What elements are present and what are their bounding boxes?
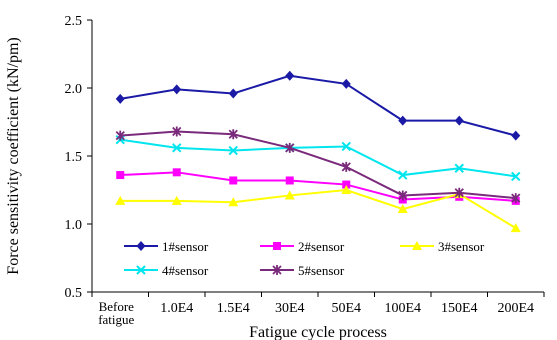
data-point: [116, 171, 125, 180]
y-axis-title: Force sensitivity coefficient (kN/pm): [5, 37, 22, 274]
series-line: [120, 130, 516, 200]
y-tick-label: 2.5: [65, 14, 83, 29]
series-5: [115, 126, 521, 204]
legend-swatch-marker: [136, 265, 146, 275]
x-tick-label: 100E4: [384, 301, 421, 316]
series-4: [115, 134, 521, 182]
data-point: [285, 176, 294, 185]
data-point: [511, 130, 521, 141]
data-point: [342, 180, 351, 189]
data-point: [510, 223, 521, 233]
x-tick-label: 200E4: [497, 301, 534, 316]
legend-swatch-marker: [272, 265, 282, 275]
data-point: [511, 193, 521, 204]
data-point: [341, 78, 351, 89]
data-point: [397, 204, 408, 214]
legend-label: 3#sensor: [438, 239, 485, 254]
series-1: [115, 70, 521, 141]
series-line: [120, 138, 516, 178]
data-point: [115, 195, 126, 205]
data-point: [172, 168, 181, 177]
data-point: [398, 170, 408, 180]
legend-label: 4#sensor: [162, 263, 209, 278]
legend-item: 5#sensor: [260, 263, 345, 278]
x-axis-title: Fatigue cycle process: [249, 324, 387, 340]
x-tick-label: 1.5E4: [217, 301, 250, 316]
x-tick-label: 1.0E4: [160, 301, 193, 316]
x-tick-label: Before: [99, 299, 135, 314]
data-point: [284, 190, 295, 200]
x-tick-label: 150E4: [441, 301, 478, 316]
data-point: [228, 145, 238, 156]
y-tick-label: 0.5: [65, 286, 83, 301]
data-point: [172, 84, 182, 95]
data-point: [172, 126, 182, 137]
y-tick-label: 1.5: [65, 150, 83, 165]
legend-swatch-marker: [136, 241, 146, 251]
data-point: [285, 70, 295, 81]
legend-item: 2#sensor: [260, 239, 345, 254]
y-axis-ticks: 0.5 1.0 1.5 2.0 2.5: [65, 14, 92, 301]
series-layer: [115, 70, 521, 233]
data-point: [115, 130, 125, 141]
data-point: [454, 115, 464, 126]
data-point: [228, 197, 239, 207]
x-tick-label: 30E4: [275, 301, 305, 316]
data-point: [228, 88, 238, 99]
data-point: [398, 115, 408, 126]
y-tick-label: 1.0: [65, 218, 83, 233]
data-point: [229, 176, 238, 185]
data-point: [341, 141, 351, 152]
series-3: [115, 185, 521, 233]
x-tick-label-line2: fatigue: [98, 312, 134, 327]
data-point: [341, 161, 351, 172]
x-tick-label: 50E4: [331, 301, 361, 316]
y-tick-label: 2.0: [65, 82, 83, 97]
data-point: [285, 142, 295, 153]
data-point: [454, 187, 464, 198]
data-point: [511, 171, 521, 182]
legend-item: 4#sensor: [124, 263, 209, 278]
legend-swatch-marker: [273, 242, 281, 250]
series-line: [120, 188, 517, 229]
data-point: [172, 143, 182, 153]
legend-item: 3#sensor: [400, 239, 485, 254]
legend-swatch-marker: [412, 241, 422, 250]
data-point: [115, 93, 125, 104]
data-point: [228, 129, 238, 140]
data-point: [454, 163, 464, 173]
legend-label: 1#sensor: [162, 239, 209, 254]
legend-item: 1#sensor: [124, 239, 209, 254]
data-point: [171, 195, 182, 205]
legend: 1#sensor 2#sensor 3#sensor 4#sensor 5#sensor: [124, 239, 485, 278]
legend-label: 5#sensor: [298, 263, 345, 278]
data-point: [341, 185, 352, 194]
legend-label: 2#sensor: [298, 239, 345, 254]
series-line: [120, 74, 517, 137]
data-point: [398, 190, 408, 201]
